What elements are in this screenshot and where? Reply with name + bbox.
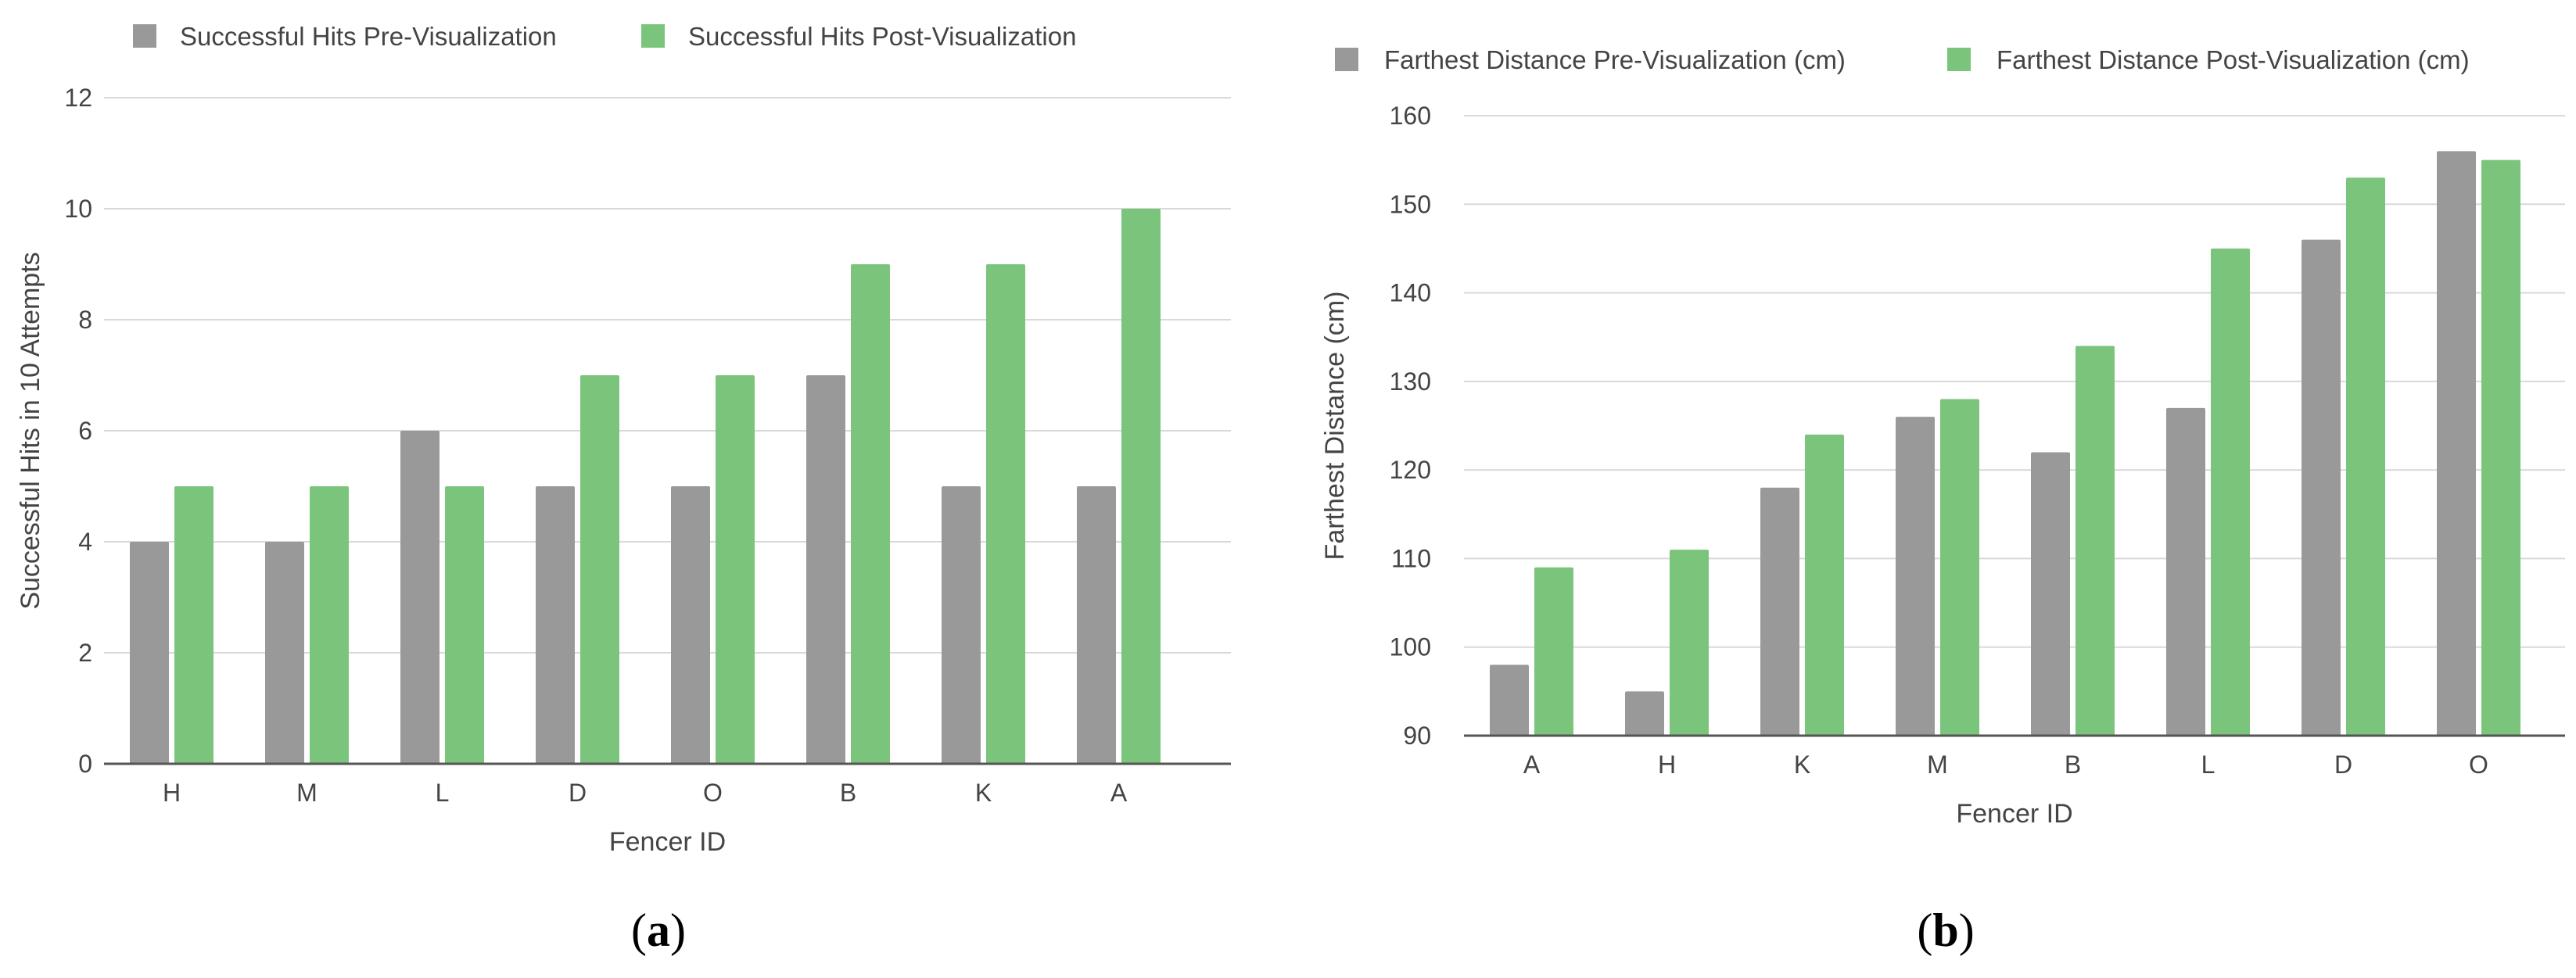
y-tick-label: 0	[78, 750, 92, 778]
x-axis-title: Fencer ID	[609, 827, 726, 857]
bar-post-k	[1805, 434, 1844, 736]
panel-caption-letter: b	[1932, 905, 1958, 956]
bar-pre-a	[1077, 486, 1116, 764]
x-tick-label: H	[163, 779, 181, 807]
legend-swatch-post	[1947, 48, 1971, 71]
bar-pre-b	[806, 375, 845, 764]
bar-post-l	[2211, 248, 2250, 736]
bar-post-o	[2481, 159, 2520, 736]
x-tick-label: K	[1794, 751, 1810, 779]
chart-b-farthest-distance: 90 100 110 120 130 140 150 160 A H K M B L D O Fencer ID…	[1320, 45, 2565, 956]
x-tick-label: L	[436, 779, 450, 807]
y-tick-label: 160	[1390, 102, 1431, 130]
bar-post-b	[2076, 346, 2115, 736]
bar-pre-k	[1760, 487, 1799, 736]
panel-caption-letter: a	[647, 905, 670, 956]
bar-post-l	[445, 486, 484, 764]
legend-label-pre: Farthest Distance Pre-Visualization (cm)	[1384, 45, 1846, 74]
bar-post-a	[1534, 567, 1573, 736]
panel-caption: (a)	[631, 905, 686, 956]
bar-pre-h	[1625, 691, 1664, 736]
bar-pre-l	[400, 431, 439, 764]
x-axis-title: Fencer ID	[1956, 799, 2072, 829]
panel-caption: (b)	[1917, 905, 1974, 956]
bar-pre-d	[536, 486, 575, 764]
y-tick-label: 4	[78, 528, 92, 556]
panel-caption-open: (	[1917, 905, 1932, 956]
bar-pre-o	[2437, 151, 2476, 736]
y-tick-label: 90	[1403, 722, 1431, 750]
x-tick-label: B	[840, 779, 856, 807]
y-axis-title: Farthest Distance (cm)	[1320, 292, 1350, 561]
x-tick-label: K	[975, 779, 992, 807]
bar-pre-m	[265, 542, 304, 764]
legend-label-post: Farthest Distance Post-Visualization (cm…	[1997, 45, 2470, 74]
bar-post-k	[986, 264, 1025, 764]
x-tick-label: B	[2065, 751, 2081, 779]
bar-post-a	[1121, 209, 1161, 764]
bar-post-b	[851, 264, 890, 764]
bar-post-h	[174, 486, 213, 764]
bar-post-m	[310, 486, 349, 764]
y-axis-title: Successful Hits in 10 Attempts	[16, 252, 45, 609]
legend-swatch-pre	[133, 24, 156, 48]
legend-label-post: Successful Hits Post-Visualization	[688, 22, 1076, 51]
x-tick-label: D	[2334, 751, 2352, 779]
bar-pre-o	[671, 486, 710, 764]
y-tick-label: 150	[1390, 190, 1431, 218]
y-tick-label: 120	[1390, 456, 1431, 484]
chart-a-successful-hits: 0 2 4 6 8 10 12 H M L D O B K A Fencer ID Successful Hit…	[16, 22, 1231, 956]
legend-swatch-pre	[1335, 48, 1358, 71]
y-tick-label: 140	[1390, 279, 1431, 307]
bar-post-d	[580, 375, 619, 764]
y-tick-label: 2	[78, 639, 92, 667]
bar-post-d	[2346, 177, 2385, 736]
x-tick-label: L	[2201, 751, 2215, 779]
x-tick-label: M	[1927, 751, 1948, 779]
legend-swatch-post	[641, 24, 665, 48]
x-tick-label: A	[1523, 751, 1541, 779]
bar-post-m	[1940, 399, 1979, 736]
panel-caption-close: )	[1959, 905, 1975, 956]
bar-pre-d	[2302, 239, 2341, 736]
y-tick-label: 110	[1391, 544, 1431, 572]
x-tick-label: M	[296, 779, 318, 807]
x-tick-label: O	[2469, 751, 2488, 779]
y-tick-label: 12	[64, 84, 92, 112]
x-tick-label: O	[703, 779, 723, 807]
legend-label-pre: Successful Hits Pre-Visualization	[180, 22, 557, 51]
bar-pre-h	[130, 542, 169, 764]
bar-pre-l	[2166, 407, 2205, 736]
bar-pre-b	[2031, 452, 2070, 736]
x-tick-label: H	[1658, 751, 1676, 779]
bar-pre-a	[1490, 665, 1529, 736]
x-tick-label: D	[569, 779, 587, 807]
bar-pre-k	[942, 486, 981, 764]
y-tick-label: 100	[1390, 633, 1431, 661]
bar-post-o	[716, 375, 755, 764]
x-tick-label: A	[1110, 779, 1128, 807]
panel-caption-open: (	[631, 905, 647, 956]
y-tick-label: 10	[64, 195, 92, 223]
bar-post-h	[1670, 550, 1709, 736]
y-tick-label: 8	[78, 306, 92, 334]
panel-caption-close: )	[670, 905, 686, 956]
y-tick-label: 6	[78, 417, 92, 445]
y-tick-label: 130	[1390, 367, 1431, 396]
bar-pre-m	[1896, 417, 1935, 736]
